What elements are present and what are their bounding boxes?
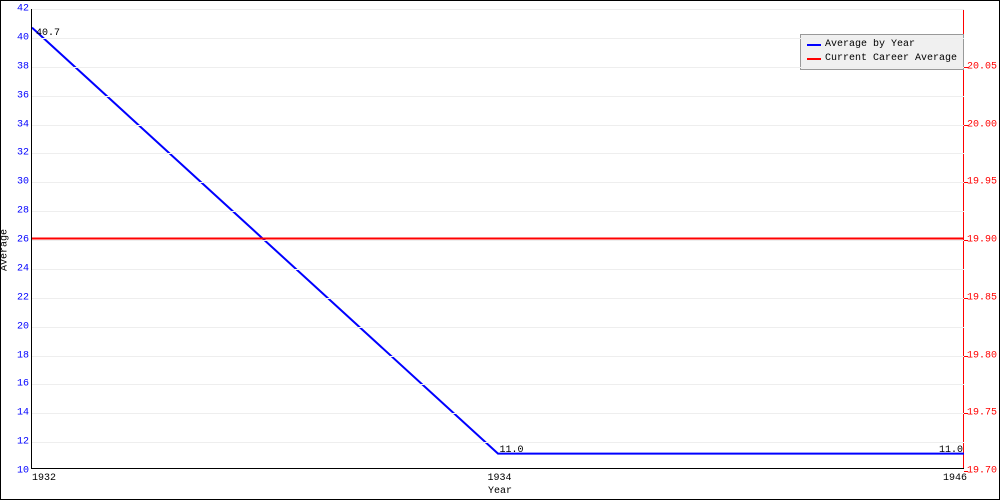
y-left-tick: 12	[4, 437, 29, 448]
gridline	[32, 67, 964, 68]
gridline	[32, 38, 964, 39]
legend-item: Average by Year	[807, 38, 957, 52]
x-tick: 1946	[943, 473, 967, 484]
y-left-tick: 34	[4, 119, 29, 130]
gridline	[32, 442, 964, 443]
gridline	[32, 413, 964, 414]
gridline	[32, 269, 964, 270]
gridline	[32, 384, 964, 385]
legend-label: Average by Year	[825, 38, 915, 52]
x-tick: 1934	[487, 473, 511, 484]
data-point-label: 11.0	[500, 445, 524, 456]
gridline	[32, 125, 964, 126]
y-left-tick: 36	[4, 90, 29, 101]
gridline	[32, 153, 964, 154]
gridline	[32, 327, 964, 328]
y-left-tick: 18	[4, 350, 29, 361]
y-left-tick: 16	[4, 379, 29, 390]
y-left-tick: 40	[4, 32, 29, 43]
y-left-tick: 10	[4, 466, 29, 477]
gridline	[32, 182, 964, 183]
gridline	[32, 240, 964, 241]
x-tick: 1932	[32, 473, 56, 484]
y-left-tick: 20	[4, 321, 29, 332]
y-axis-label: Average	[0, 229, 11, 271]
y-right-tick: 19.70	[967, 466, 997, 477]
legend-swatch	[807, 58, 821, 60]
y-right-tick: 19.75	[967, 408, 997, 419]
y-right-tick: 20.05	[967, 61, 997, 72]
legend-label: Current Career Average	[825, 52, 957, 66]
y-left-tick: 30	[4, 177, 29, 188]
chart-lines-svg	[32, 9, 964, 468]
data-point-label: 40.7	[36, 28, 60, 39]
y-left-tick: 14	[4, 408, 29, 419]
x-axis-label: Year	[488, 486, 512, 497]
gridline	[32, 9, 964, 10]
gridline	[32, 211, 964, 212]
y-right-tick: 19.95	[967, 177, 997, 188]
plot-area: Average by YearCurrent Career Average 10…	[31, 9, 964, 469]
legend-item: Current Career Average	[807, 52, 957, 66]
gridline	[32, 356, 964, 357]
legend: Average by YearCurrent Career Average	[800, 34, 964, 70]
y-right-tick: 19.90	[967, 235, 997, 246]
data-point-label: 11.0	[939, 445, 963, 456]
y-left-tick: 42	[4, 4, 29, 15]
y-left-tick: 38	[4, 61, 29, 72]
y-right-tick: 19.80	[967, 350, 997, 361]
legend-swatch	[807, 44, 821, 46]
y-right-tick: 19.85	[967, 292, 997, 303]
y-left-tick: 28	[4, 206, 29, 217]
y-left-tick: 32	[4, 148, 29, 159]
gridline	[32, 298, 964, 299]
gridline	[32, 96, 964, 97]
chart-container: Average by YearCurrent Career Average 10…	[0, 0, 1000, 500]
y-right-tick: 20.00	[967, 119, 997, 130]
y-left-tick: 22	[4, 292, 29, 303]
